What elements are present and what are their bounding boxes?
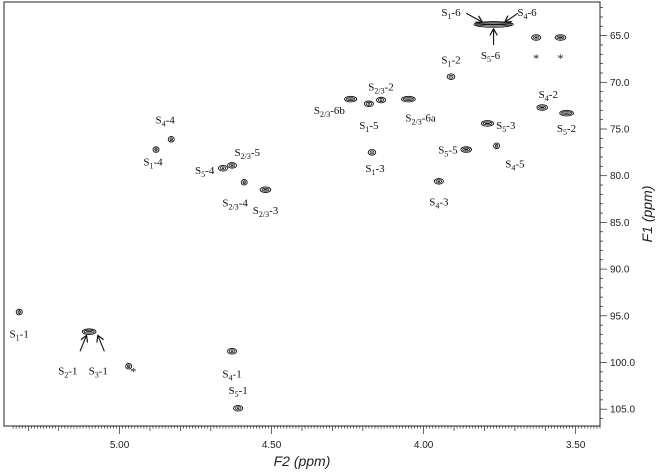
labels-layer: S1-1 S2-1 S3-1 * S4-1 S5-1 S4-4 S1-4 S5-4 S2/3-5 S…	[10, 7, 577, 399]
x-axis-title: F2 (ppm)	[274, 453, 331, 469]
peak-s23-3	[259, 186, 272, 193]
peak-label-s5-3: S5-3	[496, 120, 516, 134]
peak-label-s1-3: S1-3	[365, 163, 385, 177]
peak-s23-5	[227, 162, 238, 169]
peak-label-s23-6b: S2/3-6b	[314, 105, 346, 119]
peak-label-s4-6: S4-6	[517, 7, 537, 21]
peak-label-s1-6: S1-6	[441, 7, 461, 21]
x-tick-label: 3.50	[566, 440, 586, 451]
peak-s5-4	[217, 164, 228, 172]
y-tick-label: 90.0	[610, 265, 630, 276]
pointer-arrow	[98, 336, 105, 352]
y-tick-label: 85.0	[610, 218, 630, 229]
peak-label-s3-1: S3-1	[89, 366, 108, 380]
peak-label-s23-2: S2/3-2	[368, 82, 394, 96]
peak-s1-5	[363, 100, 374, 108]
peak-label-s4-5: S4-5	[505, 158, 525, 172]
peak-label-s4-3: S4-3	[429, 197, 449, 211]
peak-s5-2	[559, 109, 574, 117]
peak-s2-1	[81, 328, 97, 335]
y-tick-label: 95.0	[610, 311, 630, 322]
y-tick-label: 105.0	[610, 405, 635, 416]
peak-s1-1	[15, 308, 23, 316]
peak--	[125, 362, 133, 370]
peak-s4-5	[493, 142, 501, 150]
peak-label-s2-1: S2-1	[58, 366, 77, 380]
peak-label-s5-1: S5-1	[228, 385, 247, 399]
peak--	[554, 34, 567, 41]
peak-s1-2	[446, 73, 456, 80]
peak-label-s4-2: S4-2	[539, 89, 558, 103]
peak-label-artifact: *	[533, 51, 539, 65]
peak-s4-3	[433, 178, 444, 185]
peak-label-s1-1: S1-1	[10, 328, 29, 342]
peak-s5-6	[473, 21, 514, 28]
peak-s5-5	[460, 146, 472, 153]
peak-label-s1-5: S1-5	[359, 120, 379, 134]
peak-label-s5-4: S5-4	[195, 165, 215, 179]
y-tick-label: 75.0	[610, 125, 630, 136]
x-axis: 5.00 4.50 4.00 3.50	[12, 426, 601, 451]
peak-s1-4	[152, 146, 160, 153]
peak-label-s4-1: S4-1	[222, 368, 241, 382]
peak-label-s23-4: S2/3-4	[222, 198, 248, 212]
peak-s23-6b	[344, 95, 358, 103]
y-axis: 65.0 70.0 75.0 80.0 85.0 90.0 95.0 100.0 105.0	[600, 7, 635, 419]
y-tick-label: 70.0	[610, 78, 630, 89]
pointer-arrow	[465, 12, 481, 21]
y-axis-title: F1 (ppm)	[639, 186, 655, 243]
pointer-arrow	[79, 336, 86, 352]
x-tick-label: 4.00	[414, 440, 434, 451]
x-tick-label: 4.50	[262, 440, 282, 451]
peak-label-s23-6a: S2/3-6a	[405, 113, 436, 127]
peak-s23-6a	[401, 95, 416, 103]
y-tick-label: 80.0	[610, 171, 630, 182]
peak-label-s5-5: S5-5	[438, 144, 458, 158]
peak-s5-3	[480, 120, 495, 127]
arrows-layer	[79, 12, 519, 352]
peak-label-s5-2: S5-2	[557, 123, 576, 137]
peak-s5-1	[233, 405, 244, 412]
x-tick-label: 5.00	[110, 440, 130, 451]
peak-s4-2	[536, 104, 548, 111]
peak-label-s4-4: S4-4	[156, 114, 176, 128]
peak-label-s1-4: S1-4	[143, 156, 163, 170]
peak-s23-4	[240, 178, 248, 186]
peak-s4-1	[227, 348, 238, 355]
y-tick-label: 100.0	[610, 358, 635, 369]
peak--	[531, 34, 542, 41]
y-tick-label: 65.0	[610, 31, 630, 42]
peak-label-s5-6: S5-6	[481, 50, 501, 64]
peak-label-artifact: *	[557, 51, 563, 65]
peaks-layer	[15, 21, 574, 412]
plot-frame	[3, 1, 601, 427]
peak-s1-3	[367, 149, 377, 156]
peak-label-s23-3: S2/3-3	[253, 205, 279, 219]
peak-s23-2	[376, 96, 387, 104]
peak-s4-4	[167, 136, 175, 143]
peak-label-s23-5: S2/3-5	[234, 147, 260, 161]
pointer-arrow	[506, 12, 519, 21]
peak-label-s1-2: S1-2	[441, 55, 460, 69]
peak-label-artifact: *	[130, 365, 136, 379]
